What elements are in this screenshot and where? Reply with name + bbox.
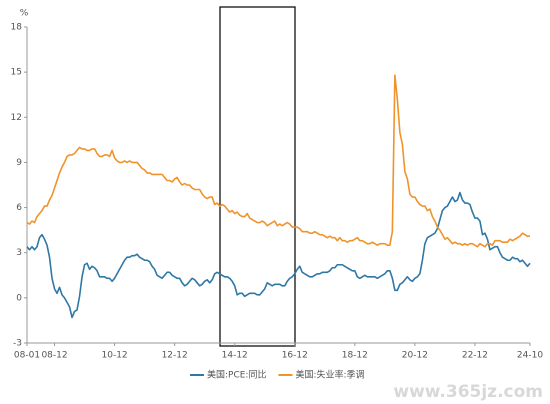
- y-tick-label: 9: [16, 158, 22, 168]
- x-tick-label: 22-12: [462, 351, 488, 361]
- y-axis-unit: %: [20, 9, 29, 19]
- legend-item: 美国:失业率:季调: [278, 369, 365, 381]
- x-tick-label: 08-01: [14, 351, 40, 361]
- x-tick-label: 18-12: [342, 351, 368, 361]
- y-tick-label: 12: [11, 113, 22, 123]
- x-tick-label: 20-12: [402, 351, 428, 361]
- x-tick-label: 08-12: [41, 351, 67, 361]
- y-tick-label: 6: [16, 203, 22, 213]
- x-tick-label: 10-12: [102, 351, 128, 361]
- y-tick-label: -3: [13, 339, 22, 349]
- legend-item: 美国:PCE:同比: [190, 369, 266, 381]
- x-tick-label: 16-12: [282, 351, 308, 361]
- series-line: [26, 191, 531, 319]
- x-tick-label: 12-12: [162, 351, 188, 361]
- y-tick-label: 0: [16, 293, 22, 303]
- legend-label: 美国:失业率:季调: [295, 369, 364, 381]
- x-tick-label: 24-10: [517, 351, 543, 361]
- watermark: www.365jz.com: [393, 382, 543, 402]
- legend-label: 美国:PCE:同比: [207, 369, 266, 381]
- y-tick-label: 3: [16, 248, 22, 258]
- y-tick-label: 18: [11, 23, 23, 33]
- series-line: [26, 74, 530, 248]
- highlight-box: [219, 6, 296, 347]
- x-tick-label: 14-12: [222, 351, 248, 361]
- y-tick-label: 15: [11, 68, 22, 78]
